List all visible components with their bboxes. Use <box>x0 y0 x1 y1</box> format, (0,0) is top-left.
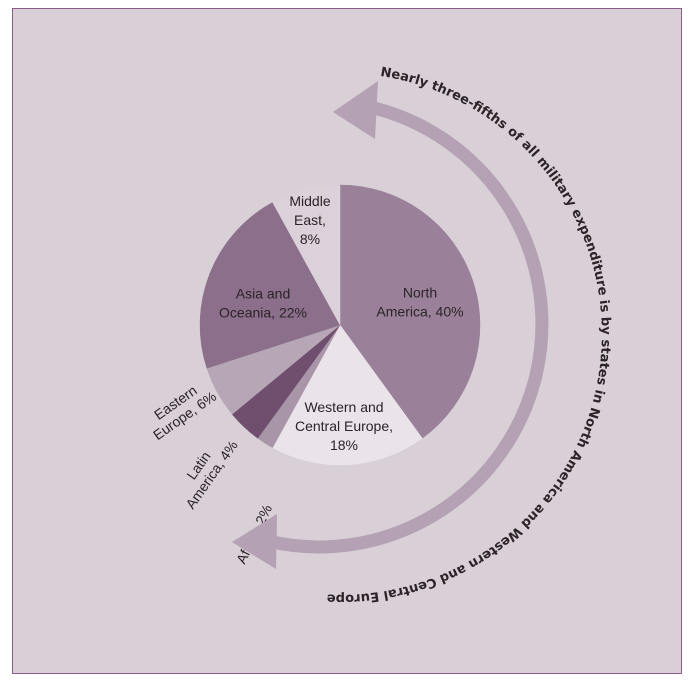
pie-slice <box>272 184 341 326</box>
arrow-head-bottom <box>232 514 277 569</box>
annotation-arrow <box>232 81 549 569</box>
slice-label: EasternEurope, 6% <box>141 375 219 443</box>
arrow-head-top <box>333 81 378 139</box>
pie-slice <box>339 184 481 439</box>
slice-label: LatinAmerica, 4% <box>169 428 241 511</box>
arrow-arc <box>266 100 549 554</box>
pie-slices <box>199 184 481 466</box>
pie-slice <box>272 324 423 466</box>
slice-label: Middle East, 8% <box>289 193 330 247</box>
slice-label: Western and Central Europe, 18% <box>295 399 393 453</box>
slice-label: Asia and Oceania, 22% <box>219 286 307 321</box>
slice-label: North America, 40% <box>376 285 463 320</box>
pie-slice <box>199 201 341 369</box>
